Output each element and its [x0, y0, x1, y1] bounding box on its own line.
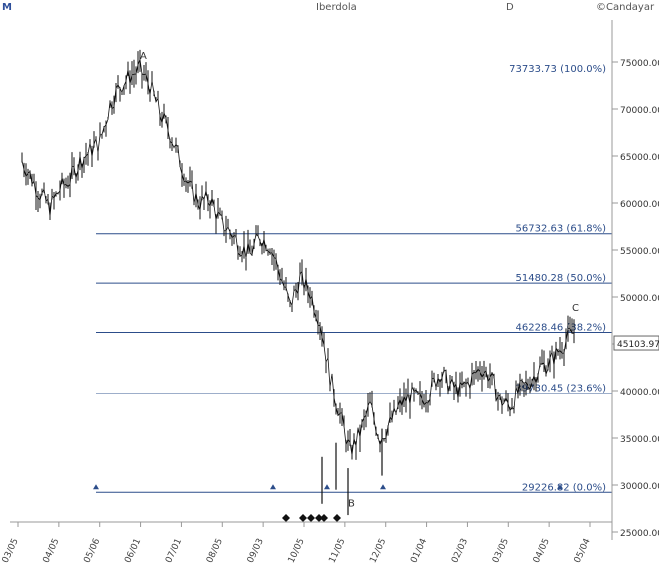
price-series [21, 49, 575, 516]
y-tick-label: 55000.00 [620, 247, 659, 257]
y-tick-label: 35000.00 [620, 435, 659, 445]
fib-label: 46228.46 (38.2%) [516, 322, 607, 333]
wave-label: C [572, 303, 579, 314]
event-markers [93, 484, 563, 522]
x-axis: 03/05 04/05 05/06 06/01 07/01 08/05 09/03 10/05… [1, 521, 612, 565]
y-tick-label: 65000.00 [620, 153, 659, 163]
y-tick-label: 40000.00 [620, 388, 659, 398]
x-tick-label: 10/05 [287, 537, 307, 565]
fib-label: 29226.82 (0.0%) [522, 482, 606, 493]
x-tick-label: 05/04 [573, 537, 593, 565]
fib-label: 73733.73 (100.0%) [509, 64, 606, 75]
period-label: D [506, 2, 514, 13]
x-tick-label: 11/05 [328, 537, 348, 565]
diamond-marker [320, 514, 328, 522]
y-tick-label: 50000.00 [620, 294, 659, 304]
x-tick-label: 06/01 [123, 537, 143, 565]
y-axis: 25000.0030000.0035000.0040000.0045000.00… [611, 20, 659, 540]
triangle-marker [324, 484, 330, 490]
y-tick-label: 75000.00 [620, 59, 659, 69]
triangle-marker [557, 484, 563, 490]
diamond-marker [333, 514, 341, 522]
fib-label: 39730.45 (23.6%) [516, 384, 607, 395]
x-tick-label: 07/01 [164, 537, 184, 565]
x-tick-label: 12/05 [368, 537, 388, 565]
fib-label: 56732.63 (61.8%) [516, 224, 607, 235]
x-tick-label: 04/05 [42, 537, 62, 565]
header-left-mark: M [2, 2, 12, 13]
x-tick-label: 09/03 [246, 537, 266, 565]
y-tick-label: 30000.00 [620, 482, 659, 492]
copyright-text: ©Candayar [596, 2, 655, 13]
x-tick-label: 03/05 [1, 537, 21, 565]
wave-label: B [348, 499, 355, 510]
diamond-marker [299, 514, 307, 522]
wave-labels: A B C [140, 51, 579, 509]
diamond-marker [315, 514, 323, 522]
last-price-box [613, 335, 659, 351]
diamond-marker [307, 514, 315, 522]
x-tick-label: 03/05 [491, 537, 511, 565]
triangle-marker [270, 484, 276, 490]
wave-label: A [140, 51, 147, 62]
triangle-marker [380, 484, 386, 490]
last-price-label: 45103.97 [617, 340, 659, 350]
triangle-marker [93, 484, 99, 490]
y-tick-label: 60000.00 [620, 200, 659, 210]
y-tick-label: 25000.00 [620, 529, 659, 539]
x-tick-label: 01/04 [409, 537, 429, 565]
y-tick-label: 70000.00 [620, 106, 659, 116]
chart-instrument-name: Iberdola [316, 2, 357, 13]
fib-label: 51480.28 (50.0%) [516, 273, 607, 284]
price-line [21, 59, 575, 456]
x-tick-label: 04/05 [532, 537, 552, 565]
fibonacci-levels: 73733.73 (100.0%) 56732.63 (61.8%) 51480.2… [96, 64, 612, 493]
diamond-marker [282, 514, 290, 522]
x-tick-label: 02/03 [450, 537, 470, 565]
x-tick-label: 05/06 [82, 537, 102, 565]
x-tick-label: 08/05 [205, 537, 225, 565]
